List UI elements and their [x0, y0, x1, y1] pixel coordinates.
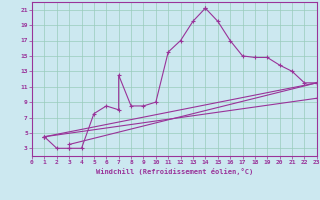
- X-axis label: Windchill (Refroidissement éolien,°C): Windchill (Refroidissement éolien,°C): [96, 168, 253, 175]
